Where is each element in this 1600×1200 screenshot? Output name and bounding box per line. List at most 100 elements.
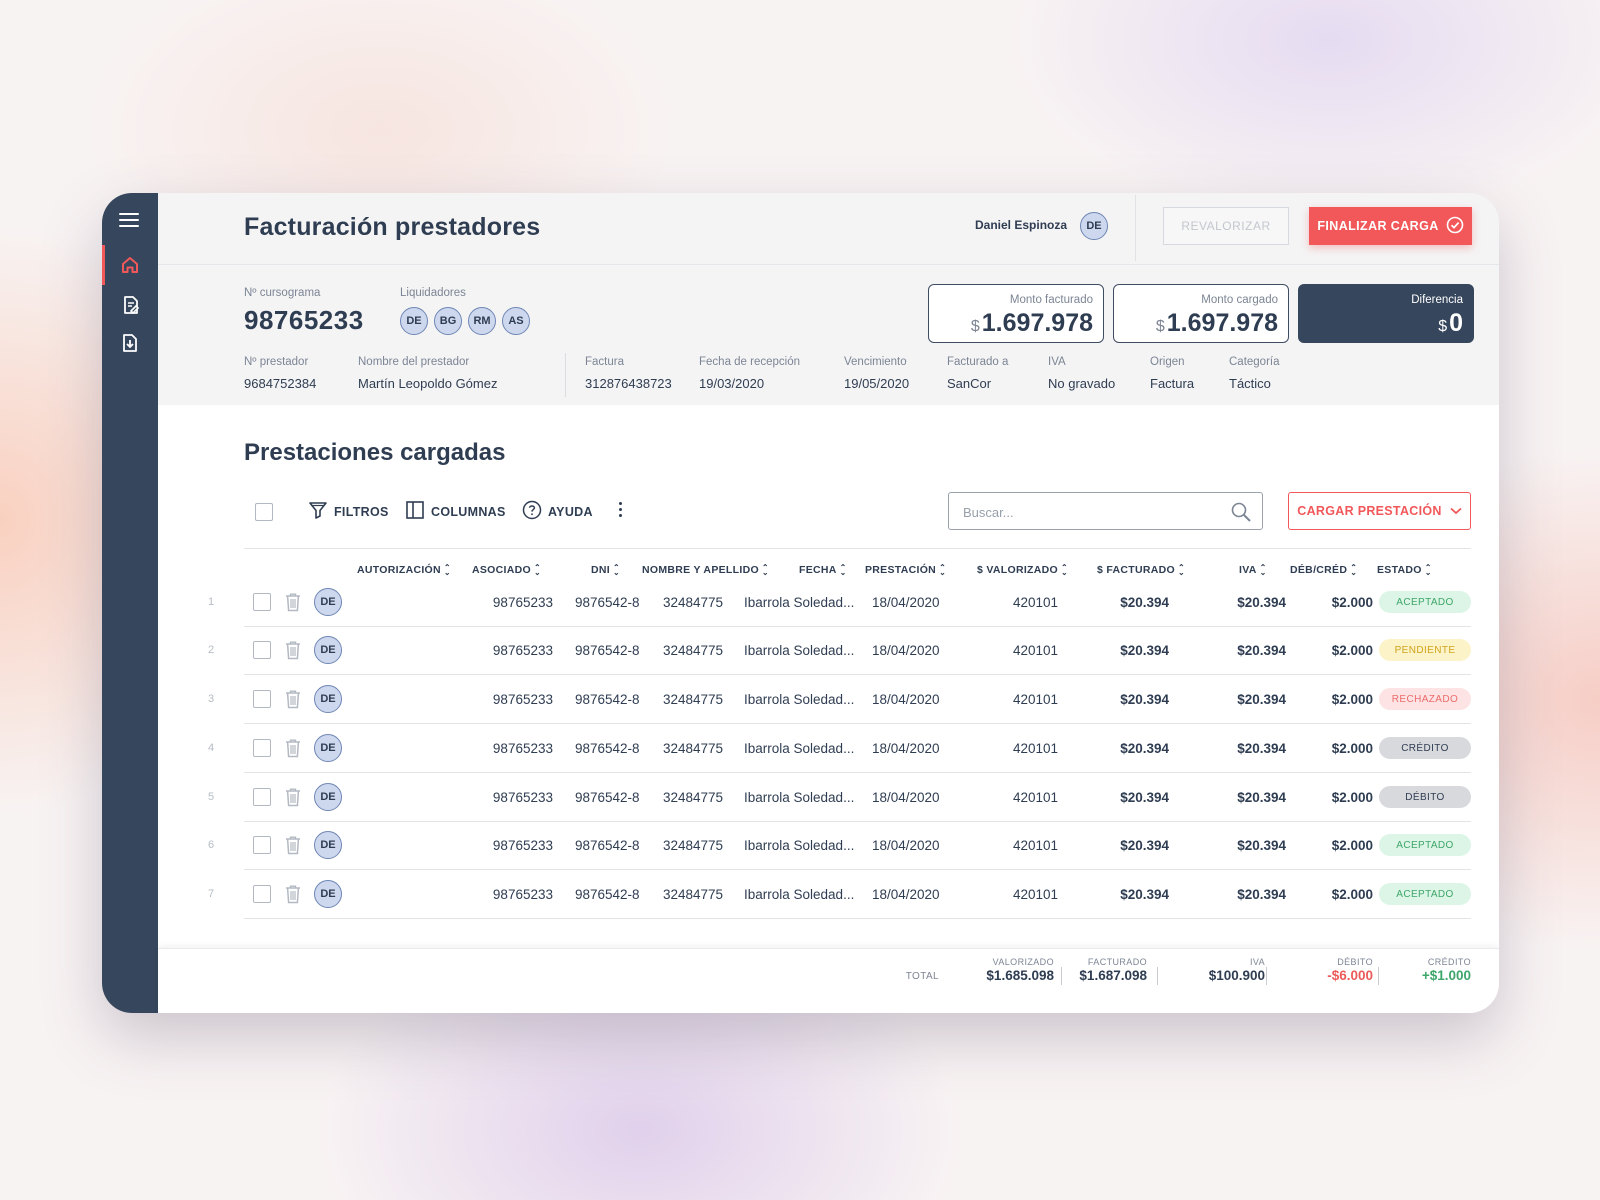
col-autorizacion[interactable]: AUTORIZACIÓN ⌃ ⌄ bbox=[357, 563, 451, 578]
table-row[interactable]: 2 DE 98765233 9876542-8 32484775 Ibarrola Sol… bbox=[202, 626, 1471, 675]
section-title: Prestaciones cargadas bbox=[244, 439, 506, 466]
cell-iva: $2.000 bbox=[1331, 594, 1373, 610]
table-top-line bbox=[244, 548, 1471, 549]
trash-icon[interactable] bbox=[284, 821, 302, 869]
row-avatar[interactable]: DE bbox=[314, 626, 342, 674]
row-avatar[interactable]: DE bbox=[314, 724, 342, 772]
home-icon[interactable] bbox=[116, 251, 144, 279]
sidebar bbox=[102, 193, 158, 1013]
search-input[interactable] bbox=[963, 502, 1223, 522]
diferencia-label: Diferencia bbox=[1411, 294, 1463, 306]
col-asociado[interactable]: ASOCIADO ⌃ ⌄ bbox=[472, 563, 542, 578]
row-divider bbox=[244, 918, 1471, 919]
row-checkbox[interactable] bbox=[253, 870, 271, 918]
divider bbox=[1157, 967, 1158, 985]
cursograma-label: Nº cursograma bbox=[244, 287, 321, 299]
col-iva[interactable]: IVA ⌃ ⌄ bbox=[1239, 563, 1267, 578]
col-debcred[interactable]: DÉB/CRÉD ⌃ ⌄ bbox=[1290, 563, 1358, 578]
hamburger-icon[interactable] bbox=[119, 213, 139, 229]
search-box[interactable] bbox=[948, 492, 1263, 530]
col-valorizado[interactable]: $ VALORIZADO ⌃ ⌄ bbox=[977, 563, 1069, 578]
col-fecha[interactable]: FECHA ⌃ ⌄ bbox=[799, 563, 847, 578]
cell-fecha: 18/04/2020 bbox=[872, 789, 940, 805]
cell-fecha: 18/04/2020 bbox=[872, 886, 940, 902]
cell-asociado: 9876542-8 bbox=[575, 594, 640, 610]
cell-nombre: Ibarrola Soledad... bbox=[744, 691, 855, 707]
liquidador-avatar[interactable]: AS bbox=[502, 307, 530, 335]
cell-fecha: 18/04/2020 bbox=[872, 594, 940, 610]
trash-icon[interactable] bbox=[284, 675, 302, 723]
row-avatar[interactable]: DE bbox=[314, 578, 342, 626]
row-checkbox[interactable] bbox=[253, 773, 271, 821]
totals-footer: TOTAL VALORIZADO $1.685.098 FACTURADO $1.6… bbox=[158, 948, 1499, 1013]
vencimiento-label: Vencimiento bbox=[844, 356, 907, 368]
cell-nombre: Ibarrola Soledad... bbox=[744, 837, 855, 853]
trash-icon[interactable] bbox=[284, 626, 302, 674]
divider bbox=[565, 353, 566, 397]
row-number: 1 bbox=[208, 596, 215, 608]
row-number: 4 bbox=[208, 742, 215, 754]
col-facturado[interactable]: $ FACTURADO ⌃ ⌄ bbox=[1097, 563, 1185, 578]
document-download-icon[interactable] bbox=[116, 329, 144, 357]
cell-facturado: $20.394 bbox=[1237, 740, 1286, 756]
table-row[interactable]: 7 DE 98765233 9876542-8 32484775 Ibarrola Sol… bbox=[202, 870, 1471, 919]
select-all-checkbox[interactable] bbox=[255, 503, 273, 521]
col-prestacion[interactable]: PRESTACIÓN ⌃ ⌄ bbox=[865, 563, 947, 578]
divider bbox=[1061, 967, 1062, 985]
table-row[interactable]: 5 DE 98765233 9876542-8 32484775 Ibarrola Sol… bbox=[202, 773, 1471, 822]
filter-icon bbox=[308, 500, 328, 523]
filtros-label: FILTROS bbox=[334, 504, 389, 519]
col-estado[interactable]: ESTADO ⌃ ⌄ bbox=[1377, 563, 1432, 578]
cell-autorizacion: 98765233 bbox=[492, 837, 553, 853]
row-checkbox[interactable] bbox=[253, 626, 271, 674]
row-avatar[interactable]: DE bbox=[314, 870, 342, 918]
cell-dni: 32484775 bbox=[663, 789, 724, 805]
trash-icon[interactable] bbox=[284, 773, 302, 821]
liquidador-avatar[interactable]: BG bbox=[434, 307, 462, 335]
prestador-label: Nº prestador bbox=[244, 356, 309, 368]
trash-icon[interactable] bbox=[284, 578, 302, 626]
table-row[interactable]: 4 DE 98765233 9876542-8 32484775 Ibarrola Sol… bbox=[202, 724, 1471, 773]
row-checkbox[interactable] bbox=[253, 675, 271, 723]
row-avatar[interactable]: DE bbox=[314, 821, 342, 869]
table-row[interactable]: 6 DE 98765233 9876542-8 32484775 Ibarrola Sol… bbox=[202, 821, 1471, 870]
monto-facturado-value: $1.697.978 bbox=[970, 309, 1093, 337]
prestador-value: 9684752384 bbox=[244, 376, 317, 391]
cell-asociado: 9876542-8 bbox=[575, 886, 640, 902]
trash-icon[interactable] bbox=[284, 870, 302, 918]
invoice-info-panel: Nº cursograma 98765233 Liquidadores DE B… bbox=[158, 265, 1499, 405]
cell-facturado: $20.394 bbox=[1237, 789, 1286, 805]
search-icon[interactable] bbox=[1230, 501, 1252, 528]
col-dni[interactable]: DNI ⌃ ⌄ bbox=[591, 563, 620, 578]
row-avatar[interactable]: DE bbox=[314, 675, 342, 723]
cargar-prestacion-button[interactable]: CARGAR PRESTACIÓN bbox=[1288, 492, 1471, 530]
cell-dni: 32484775 bbox=[663, 740, 724, 756]
categoria-value: Táctico bbox=[1229, 376, 1271, 391]
row-checkbox[interactable] bbox=[253, 821, 271, 869]
revalorizar-button[interactable]: REVALORIZAR bbox=[1163, 207, 1289, 245]
active-nav-indicator bbox=[102, 245, 105, 285]
finalizar-carga-button[interactable]: FINALIZAR CARGA bbox=[1309, 207, 1472, 245]
liquidador-avatar[interactable]: DE bbox=[400, 307, 428, 335]
trash-icon[interactable] bbox=[284, 724, 302, 772]
liquidador-avatar[interactable]: RM bbox=[468, 307, 496, 335]
kebab-menu-icon[interactable] bbox=[618, 502, 624, 520]
filtros-button[interactable]: FILTROS bbox=[308, 500, 389, 523]
document-edit-icon[interactable] bbox=[116, 291, 144, 319]
user-avatar[interactable]: DE bbox=[1080, 212, 1108, 240]
status-badge: ACEPTADO bbox=[1379, 578, 1471, 626]
ayuda-button[interactable]: AYUDA bbox=[522, 500, 593, 523]
row-divider bbox=[244, 772, 1471, 773]
row-avatar[interactable]: DE bbox=[314, 773, 342, 821]
cell-prestacion: 420101 bbox=[1012, 886, 1058, 902]
col-nombre[interactable]: NOMBRE Y APELLIDO ⌃ ⌄ bbox=[642, 563, 769, 578]
cell-autorizacion: 98765233 bbox=[492, 886, 553, 902]
cell-valorizado: $20.394 bbox=[1120, 837, 1169, 853]
table-row[interactable]: 3 DE 98765233 9876542-8 32484775 Ibarrola Sol… bbox=[202, 675, 1471, 724]
user-name[interactable]: Daniel Espinoza bbox=[975, 218, 1068, 232]
table-row[interactable]: 1 DE 98765233 9876542-8 32484775 Ibarrola Sol… bbox=[202, 578, 1471, 627]
nombre-prestador-value: Martín Leopoldo Gómez bbox=[358, 376, 498, 391]
row-checkbox[interactable] bbox=[253, 578, 271, 626]
row-checkbox[interactable] bbox=[253, 724, 271, 772]
columnas-button[interactable]: COLUMNAS bbox=[405, 500, 506, 523]
